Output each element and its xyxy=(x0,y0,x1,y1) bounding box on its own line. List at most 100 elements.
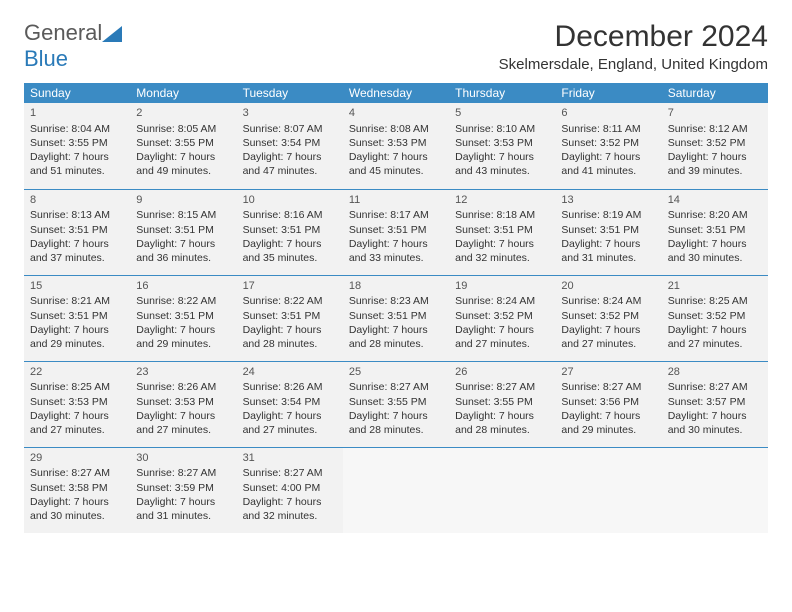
sunset-line: Sunset: 3:59 PM xyxy=(136,481,230,495)
calendar-cell: 23Sunrise: 8:26 AMSunset: 3:53 PMDayligh… xyxy=(130,361,236,447)
brand-word1: General xyxy=(24,20,102,45)
sunrise-line: Sunrise: 8:27 AM xyxy=(136,466,230,480)
weekday-header: Sunday xyxy=(24,83,130,103)
sunrise-line: Sunrise: 8:27 AM xyxy=(668,380,762,394)
sunrise-line: Sunrise: 8:18 AM xyxy=(455,208,549,222)
daylight-line: Daylight: 7 hours and 29 minutes. xyxy=(30,323,124,351)
sunset-line: Sunset: 3:51 PM xyxy=(455,223,549,237)
brand-logo: General Blue xyxy=(24,20,122,72)
day-number: 10 xyxy=(243,193,337,208)
daylight-line: Daylight: 7 hours and 32 minutes. xyxy=(243,495,337,523)
calendar-cell: 1Sunrise: 8:04 AMSunset: 3:55 PMDaylight… xyxy=(24,103,130,189)
day-number: 31 xyxy=(243,451,337,466)
sunrise-line: Sunrise: 8:27 AM xyxy=(455,380,549,394)
sunrise-line: Sunrise: 8:16 AM xyxy=(243,208,337,222)
weekday-header: Thursday xyxy=(449,83,555,103)
daylight-line: Daylight: 7 hours and 27 minutes. xyxy=(668,323,762,351)
calendar-cell: 13Sunrise: 8:19 AMSunset: 3:51 PMDayligh… xyxy=(555,189,661,275)
day-number: 22 xyxy=(30,365,124,380)
sunrise-line: Sunrise: 8:15 AM xyxy=(136,208,230,222)
calendar-cell xyxy=(343,447,449,533)
sunset-line: Sunset: 3:51 PM xyxy=(668,223,762,237)
calendar-cell: 29Sunrise: 8:27 AMSunset: 3:58 PMDayligh… xyxy=(24,447,130,533)
sunset-line: Sunset: 3:52 PM xyxy=(455,309,549,323)
sunset-line: Sunset: 3:53 PM xyxy=(30,395,124,409)
day-number: 14 xyxy=(668,193,762,208)
daylight-line: Daylight: 7 hours and 28 minutes. xyxy=(349,323,443,351)
sunrise-line: Sunrise: 8:04 AM xyxy=(30,122,124,136)
location: Skelmersdale, England, United Kingdom xyxy=(499,56,768,73)
calendar-cell: 16Sunrise: 8:22 AMSunset: 3:51 PMDayligh… xyxy=(130,275,236,361)
sunrise-line: Sunrise: 8:11 AM xyxy=(561,122,655,136)
calendar-cell: 21Sunrise: 8:25 AMSunset: 3:52 PMDayligh… xyxy=(662,275,768,361)
sunset-line: Sunset: 3:53 PM xyxy=(455,136,549,150)
calendar-cell: 17Sunrise: 8:22 AMSunset: 3:51 PMDayligh… xyxy=(237,275,343,361)
sunset-line: Sunset: 3:52 PM xyxy=(668,136,762,150)
day-number: 9 xyxy=(136,193,230,208)
day-number: 27 xyxy=(561,365,655,380)
sunset-line: Sunset: 3:54 PM xyxy=(243,395,337,409)
calendar-cell: 6Sunrise: 8:11 AMSunset: 3:52 PMDaylight… xyxy=(555,103,661,189)
daylight-line: Daylight: 7 hours and 27 minutes. xyxy=(136,409,230,437)
sunrise-line: Sunrise: 8:08 AM xyxy=(349,122,443,136)
day-number: 12 xyxy=(455,193,549,208)
sunset-line: Sunset: 3:51 PM xyxy=(349,223,443,237)
day-number: 29 xyxy=(30,451,124,466)
calendar-cell: 31Sunrise: 8:27 AMSunset: 4:00 PMDayligh… xyxy=(237,447,343,533)
day-number: 28 xyxy=(668,365,762,380)
calendar-cell: 24Sunrise: 8:26 AMSunset: 3:54 PMDayligh… xyxy=(237,361,343,447)
calendar-cell: 27Sunrise: 8:27 AMSunset: 3:56 PMDayligh… xyxy=(555,361,661,447)
day-number: 16 xyxy=(136,279,230,294)
calendar-cell: 12Sunrise: 8:18 AMSunset: 3:51 PMDayligh… xyxy=(449,189,555,275)
sunset-line: Sunset: 3:52 PM xyxy=(668,309,762,323)
day-number: 19 xyxy=(455,279,549,294)
calendar-cell: 28Sunrise: 8:27 AMSunset: 3:57 PMDayligh… xyxy=(662,361,768,447)
daylight-line: Daylight: 7 hours and 49 minutes. xyxy=(136,150,230,178)
day-number: 21 xyxy=(668,279,762,294)
sunset-line: Sunset: 3:57 PM xyxy=(668,395,762,409)
daylight-line: Daylight: 7 hours and 35 minutes. xyxy=(243,237,337,265)
sunrise-line: Sunrise: 8:26 AM xyxy=(243,380,337,394)
daylight-line: Daylight: 7 hours and 36 minutes. xyxy=(136,237,230,265)
calendar-cell: 22Sunrise: 8:25 AMSunset: 3:53 PMDayligh… xyxy=(24,361,130,447)
header: General Blue December 2024 Skelmersdale,… xyxy=(24,20,768,77)
weekday-header: Monday xyxy=(130,83,236,103)
calendar-row: 8Sunrise: 8:13 AMSunset: 3:51 PMDaylight… xyxy=(24,189,768,275)
sunset-line: Sunset: 3:54 PM xyxy=(243,136,337,150)
daylight-line: Daylight: 7 hours and 45 minutes. xyxy=(349,150,443,178)
sunset-line: Sunset: 3:51 PM xyxy=(30,309,124,323)
day-number: 15 xyxy=(30,279,124,294)
sunset-line: Sunset: 3:55 PM xyxy=(30,136,124,150)
daylight-line: Daylight: 7 hours and 32 minutes. xyxy=(455,237,549,265)
sunrise-line: Sunrise: 8:21 AM xyxy=(30,294,124,308)
sunrise-line: Sunrise: 8:10 AM xyxy=(455,122,549,136)
sunrise-line: Sunrise: 8:27 AM xyxy=(243,466,337,480)
sunset-line: Sunset: 3:51 PM xyxy=(349,309,443,323)
calendar-table: Sunday Monday Tuesday Wednesday Thursday… xyxy=(24,83,768,533)
calendar-cell: 14Sunrise: 8:20 AMSunset: 3:51 PMDayligh… xyxy=(662,189,768,275)
daylight-line: Daylight: 7 hours and 37 minutes. xyxy=(30,237,124,265)
sunset-line: Sunset: 3:52 PM xyxy=(561,309,655,323)
sunrise-line: Sunrise: 8:12 AM xyxy=(668,122,762,136)
day-number: 26 xyxy=(455,365,549,380)
calendar-row: 22Sunrise: 8:25 AMSunset: 3:53 PMDayligh… xyxy=(24,361,768,447)
daylight-line: Daylight: 7 hours and 28 minutes. xyxy=(349,409,443,437)
sunset-line: Sunset: 3:51 PM xyxy=(561,223,655,237)
sunrise-line: Sunrise: 8:17 AM xyxy=(349,208,443,222)
sunset-line: Sunset: 3:51 PM xyxy=(30,223,124,237)
sunset-line: Sunset: 3:52 PM xyxy=(561,136,655,150)
calendar-row: 29Sunrise: 8:27 AMSunset: 3:58 PMDayligh… xyxy=(24,447,768,533)
sunset-line: Sunset: 3:56 PM xyxy=(561,395,655,409)
day-number: 6 xyxy=(561,106,655,121)
sunrise-line: Sunrise: 8:22 AM xyxy=(136,294,230,308)
daylight-line: Daylight: 7 hours and 31 minutes. xyxy=(136,495,230,523)
calendar-cell: 10Sunrise: 8:16 AMSunset: 3:51 PMDayligh… xyxy=(237,189,343,275)
day-number: 17 xyxy=(243,279,337,294)
daylight-line: Daylight: 7 hours and 33 minutes. xyxy=(349,237,443,265)
daylight-line: Daylight: 7 hours and 29 minutes. xyxy=(136,323,230,351)
sunrise-line: Sunrise: 8:24 AM xyxy=(455,294,549,308)
daylight-line: Daylight: 7 hours and 28 minutes. xyxy=(455,409,549,437)
calendar-cell: 20Sunrise: 8:24 AMSunset: 3:52 PMDayligh… xyxy=(555,275,661,361)
daylight-line: Daylight: 7 hours and 31 minutes. xyxy=(561,237,655,265)
day-number: 25 xyxy=(349,365,443,380)
